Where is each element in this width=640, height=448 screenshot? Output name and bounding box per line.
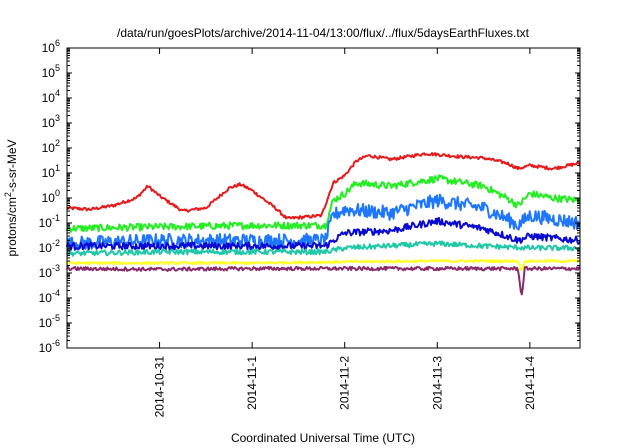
y-tick-exponent: 4 bbox=[55, 88, 60, 98]
y-tick-base: 10 bbox=[42, 116, 56, 130]
x-axis-label: Coordinated Universal Time (UTC) bbox=[231, 431, 415, 445]
y-tick-label: 10-1 bbox=[39, 213, 60, 230]
y-tick-exponent: 6 bbox=[55, 38, 60, 48]
y-tick-base: 10 bbox=[42, 66, 56, 80]
y-tick-base: 10 bbox=[39, 316, 53, 330]
x-tick-label: 2014-10-31 bbox=[153, 356, 167, 418]
chart-title: /data/run/goesPlots/archive/2014-11-04/1… bbox=[117, 26, 530, 40]
y-tick-exponent: -6 bbox=[52, 338, 60, 348]
x-tick-label: 2014-11-2 bbox=[338, 356, 352, 410]
series-layer bbox=[66, 152, 581, 296]
x-tick-label: 2014-11-4 bbox=[523, 356, 537, 410]
y-label-pre: protons/cm bbox=[5, 197, 19, 256]
y-tick-base: 10 bbox=[42, 91, 56, 105]
y-tick-label: 10-4 bbox=[39, 288, 60, 305]
series-line-1 bbox=[66, 174, 581, 233]
y-tick-label: 106 bbox=[42, 38, 60, 55]
y-axis-label: protons/cm2-s-sr-MeV bbox=[3, 139, 19, 256]
y-tick-base: 10 bbox=[39, 291, 53, 305]
y-tick-base: 10 bbox=[42, 141, 56, 155]
y-tick-base: 10 bbox=[39, 216, 53, 230]
series-line-5 bbox=[66, 258, 581, 271]
y-tick-label: 10-3 bbox=[39, 263, 60, 280]
y-label-post: -s-sr-MeV bbox=[5, 139, 19, 192]
plot-frame bbox=[66, 47, 581, 349]
y-tick-label: 10-6 bbox=[39, 338, 60, 355]
y-tick-base: 10 bbox=[42, 191, 56, 205]
x-axis: 2014-10-31 2014-11-1 2014-11-2 2014-11-3 201… bbox=[153, 48, 537, 417]
series-line-0 bbox=[66, 152, 581, 220]
y-tick-exponent: 5 bbox=[55, 63, 60, 73]
y-tick-exponent: -5 bbox=[52, 313, 60, 323]
y-tick-exponent: 0 bbox=[55, 188, 60, 198]
y-tick-exponent: 2 bbox=[55, 138, 60, 148]
y-tick-exponent: -3 bbox=[52, 263, 60, 273]
y-tick-exponent: -4 bbox=[52, 288, 60, 298]
y-tick-label: 104 bbox=[42, 88, 60, 105]
y-tick-label: 102 bbox=[42, 138, 60, 155]
y-tick-base: 10 bbox=[39, 341, 53, 355]
y-tick-base: 10 bbox=[42, 41, 56, 55]
y-tick-base: 10 bbox=[39, 266, 53, 280]
series-line-4 bbox=[66, 240, 581, 257]
x-tick-label: 2014-11-3 bbox=[430, 356, 444, 410]
y-tick-label: 105 bbox=[42, 63, 60, 80]
y-tick-exponent: -2 bbox=[52, 238, 60, 248]
y-tick-exponent: -1 bbox=[52, 213, 60, 223]
y-tick-label: 101 bbox=[42, 163, 60, 180]
y-tick-exponent: 1 bbox=[55, 163, 60, 173]
y-tick-label: 103 bbox=[42, 113, 60, 130]
y-tick-base: 10 bbox=[39, 241, 53, 255]
y-axis: 10-610-510-410-310-210-11001011021031041… bbox=[39, 38, 580, 355]
series-line-3 bbox=[66, 216, 581, 251]
x-tick-label: 2014-11-1 bbox=[245, 356, 259, 410]
y-label-sup: 2 bbox=[3, 192, 13, 197]
series-line-2 bbox=[66, 193, 581, 252]
y-tick-label: 100 bbox=[42, 188, 60, 205]
y-tick-label: 10-2 bbox=[39, 238, 60, 255]
series-line-6 bbox=[66, 265, 581, 296]
y-tick-base: 10 bbox=[42, 166, 56, 180]
y-tick-label: 10-5 bbox=[39, 313, 60, 330]
y-tick-exponent: 3 bbox=[55, 113, 60, 123]
